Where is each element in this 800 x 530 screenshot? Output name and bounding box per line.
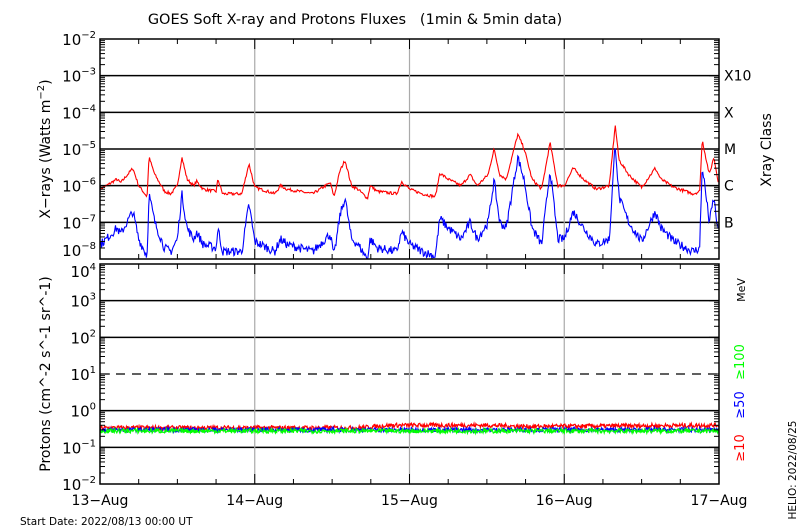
y-tick-label: 104: [71, 262, 96, 281]
y-tick-label: 10−1: [62, 438, 96, 457]
legend-ge100: ≥100: [733, 344, 748, 380]
y-tick-label: 10−2: [62, 475, 96, 494]
x-tick-label: 16−Aug: [536, 493, 593, 509]
series-line-18along: [99, 125, 719, 200]
y-tick-label: 10−3: [62, 67, 96, 86]
xray-class-label: M: [724, 142, 736, 158]
xray-class-title: Xray Class: [759, 113, 775, 187]
y-axis-label: X−rays (Watts m−2): [36, 79, 54, 218]
y-tick-label: 10−7: [62, 213, 96, 232]
y-tick-label: 10−4: [62, 103, 96, 122]
credit-label: HELIO: 2022/08/25: [787, 421, 799, 520]
x-tick-label: 14−Aug: [226, 493, 283, 509]
y-tick-label: 102: [71, 328, 96, 347]
start-date-label: Start Date: 2022/08/13 00:00 UT: [20, 516, 193, 528]
y-tick-label: 10−8: [62, 241, 96, 260]
proton-plot: 104 103 102 101 100 10−1 10−213−Aug 14−Aug 15−Au…: [62, 262, 747, 509]
y-tick-label: 103: [71, 292, 96, 311]
y-tick-label: 10−6: [62, 177, 96, 196]
xray-class-label: C: [724, 179, 734, 195]
proton-y-axis-label: Protons (cm^-2 s^-1 sr^-1): [38, 276, 54, 471]
xray-class-label: X10: [724, 69, 751, 85]
series-line-100: [99, 426, 720, 436]
legend-ge10: ≥10: [733, 434, 748, 461]
series-line-054ashort: [99, 148, 719, 260]
chart-title: GOES Soft X-ray and Protons Fluxes (1min…: [148, 12, 562, 28]
legend-ge50: ≥50: [733, 391, 748, 418]
x-tick-label: 15−Aug: [381, 493, 438, 509]
x-tick-label: 13−Aug: [72, 493, 129, 509]
y-tick-label: 100: [71, 402, 96, 421]
y-tick-label: 10−5: [62, 140, 96, 159]
xray-class-label: X: [724, 105, 734, 121]
y-tick-label: 101: [71, 365, 96, 384]
xray-class-label: B: [724, 215, 734, 231]
y-tick-label: 10−2: [62, 30, 96, 49]
energy-unit-label: MeV: [735, 278, 748, 302]
xray-plot: 10−2 10−3 10−4 10−5 10−6 10−7 10−8 X−rays (Watt…: [36, 30, 751, 260]
x-tick-label: 17−Aug: [691, 493, 748, 509]
